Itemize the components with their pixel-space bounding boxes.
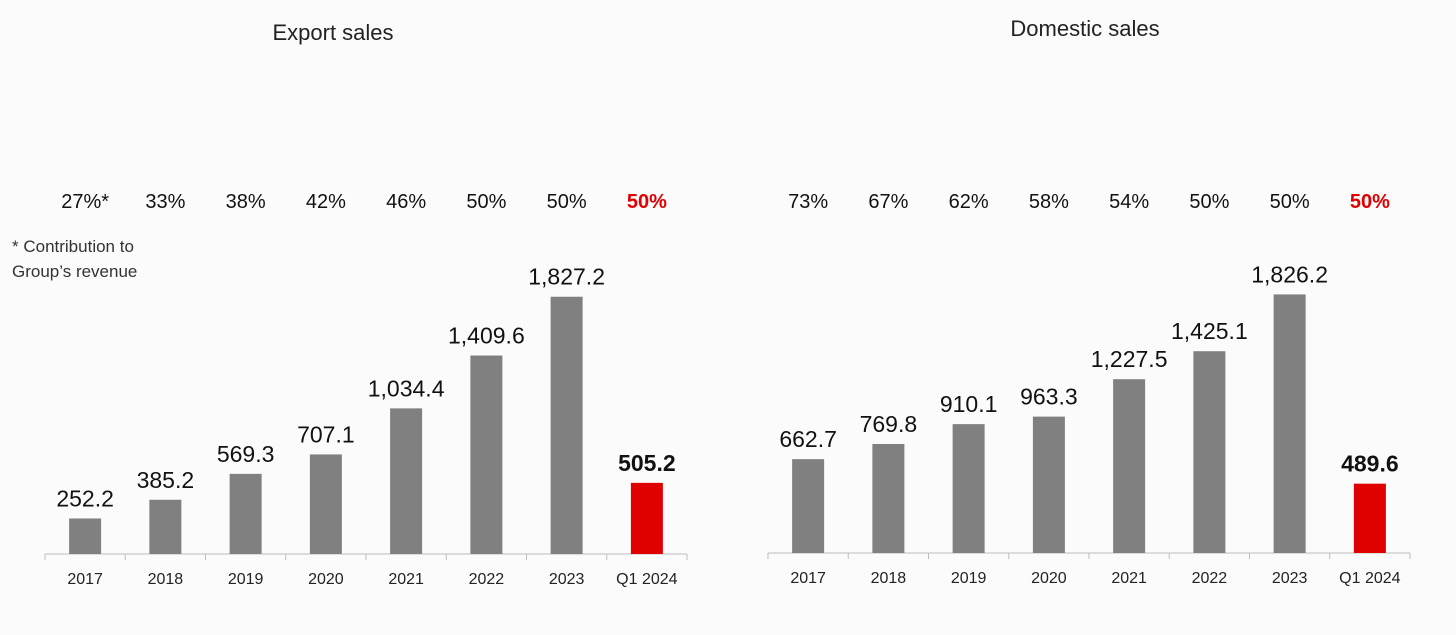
value-label: 662.7	[779, 426, 837, 452]
x-tick-label: 2023	[549, 571, 585, 588]
bar-2019	[229, 473, 262, 554]
bar-2021	[1113, 379, 1146, 553]
share-label: 50%	[547, 191, 587, 213]
share-label: 50%	[1189, 191, 1229, 213]
value-label: 1,425.1	[1171, 318, 1248, 344]
share-label: 27%*	[61, 191, 109, 213]
bar-2019	[952, 424, 985, 553]
share-label: 62%	[949, 191, 989, 213]
value-label: 489.6	[1341, 451, 1399, 477]
value-label: 1,826.2	[1251, 261, 1328, 287]
bar-q1-2024	[1353, 483, 1386, 553]
share-label: 58%	[1029, 191, 1069, 213]
chart-title-export: Export sales	[272, 20, 394, 45]
share-label: 33%	[145, 191, 185, 213]
value-label: 1,034.4	[368, 375, 445, 401]
chart-domestic: 662.7 73% 2017 769.8 67% 2018 910.1 62% 2019 963.…	[767, 191, 1411, 587]
x-tick-label: Q1 2024	[1339, 570, 1400, 587]
x-tick-label: 2018	[148, 571, 184, 588]
bar-q1-2024	[630, 482, 663, 554]
value-label: 252.2	[56, 485, 114, 511]
x-tick-label: 2022	[1192, 570, 1228, 587]
chart-title-domestic: Domestic sales	[1010, 16, 1160, 41]
value-label: 769.8	[860, 411, 918, 437]
share-label: 73%	[788, 191, 828, 213]
share-label: 50%	[466, 191, 506, 213]
bar-2017	[69, 518, 102, 554]
x-tick-label: 2023	[1272, 570, 1308, 587]
bar-2018	[149, 499, 182, 554]
value-label: 707.1	[297, 421, 355, 447]
x-tick-label: 2018	[871, 570, 907, 587]
share-label: 50%	[1270, 191, 1310, 213]
bar-2020	[1032, 416, 1065, 553]
bar-2023	[550, 296, 583, 554]
bar-2022	[1193, 351, 1226, 553]
bar-2023	[1273, 294, 1306, 553]
bar-2021	[390, 408, 423, 554]
share-label: 50%	[627, 191, 667, 213]
x-tick-label: 2021	[1111, 570, 1147, 587]
x-tick-label: 2020	[1031, 570, 1067, 587]
x-tick-label: Q1 2024	[616, 571, 677, 588]
x-tick-label: 2021	[388, 571, 424, 588]
x-tick-label: 2017	[67, 571, 103, 588]
x-tick-label: 2020	[308, 571, 344, 588]
value-label: 910.1	[940, 391, 998, 417]
chart-export: 252.2 27%* 2017 385.2 33% 2018 569.3 38% 2019 707…	[44, 191, 688, 588]
share-label: 38%	[226, 191, 266, 213]
value-label: 1,227.5	[1091, 346, 1168, 372]
bar-2017	[792, 459, 825, 553]
x-tick-label: 2019	[228, 571, 264, 588]
value-label: 963.3	[1020, 384, 1078, 410]
x-tick-label: 2022	[469, 571, 505, 588]
bar-2018	[872, 443, 905, 553]
bar-2020	[309, 454, 342, 554]
share-label: 54%	[1109, 191, 1149, 213]
value-label: 385.2	[137, 467, 195, 493]
value-label: 1,827.2	[528, 264, 605, 290]
value-label: 1,409.6	[448, 323, 525, 349]
x-tick-label: 2017	[790, 570, 826, 587]
bar-2022	[470, 355, 503, 554]
share-label: 67%	[868, 191, 908, 213]
share-label: 42%	[306, 191, 346, 213]
footnote: * Contribution to Group’s revenue	[12, 237, 138, 281]
value-label: 569.3	[217, 441, 275, 467]
x-tick-label: 2019	[951, 570, 987, 587]
value-label: 505.2	[618, 450, 676, 476]
share-label: 50%	[1350, 191, 1390, 213]
share-label: 46%	[386, 191, 426, 213]
